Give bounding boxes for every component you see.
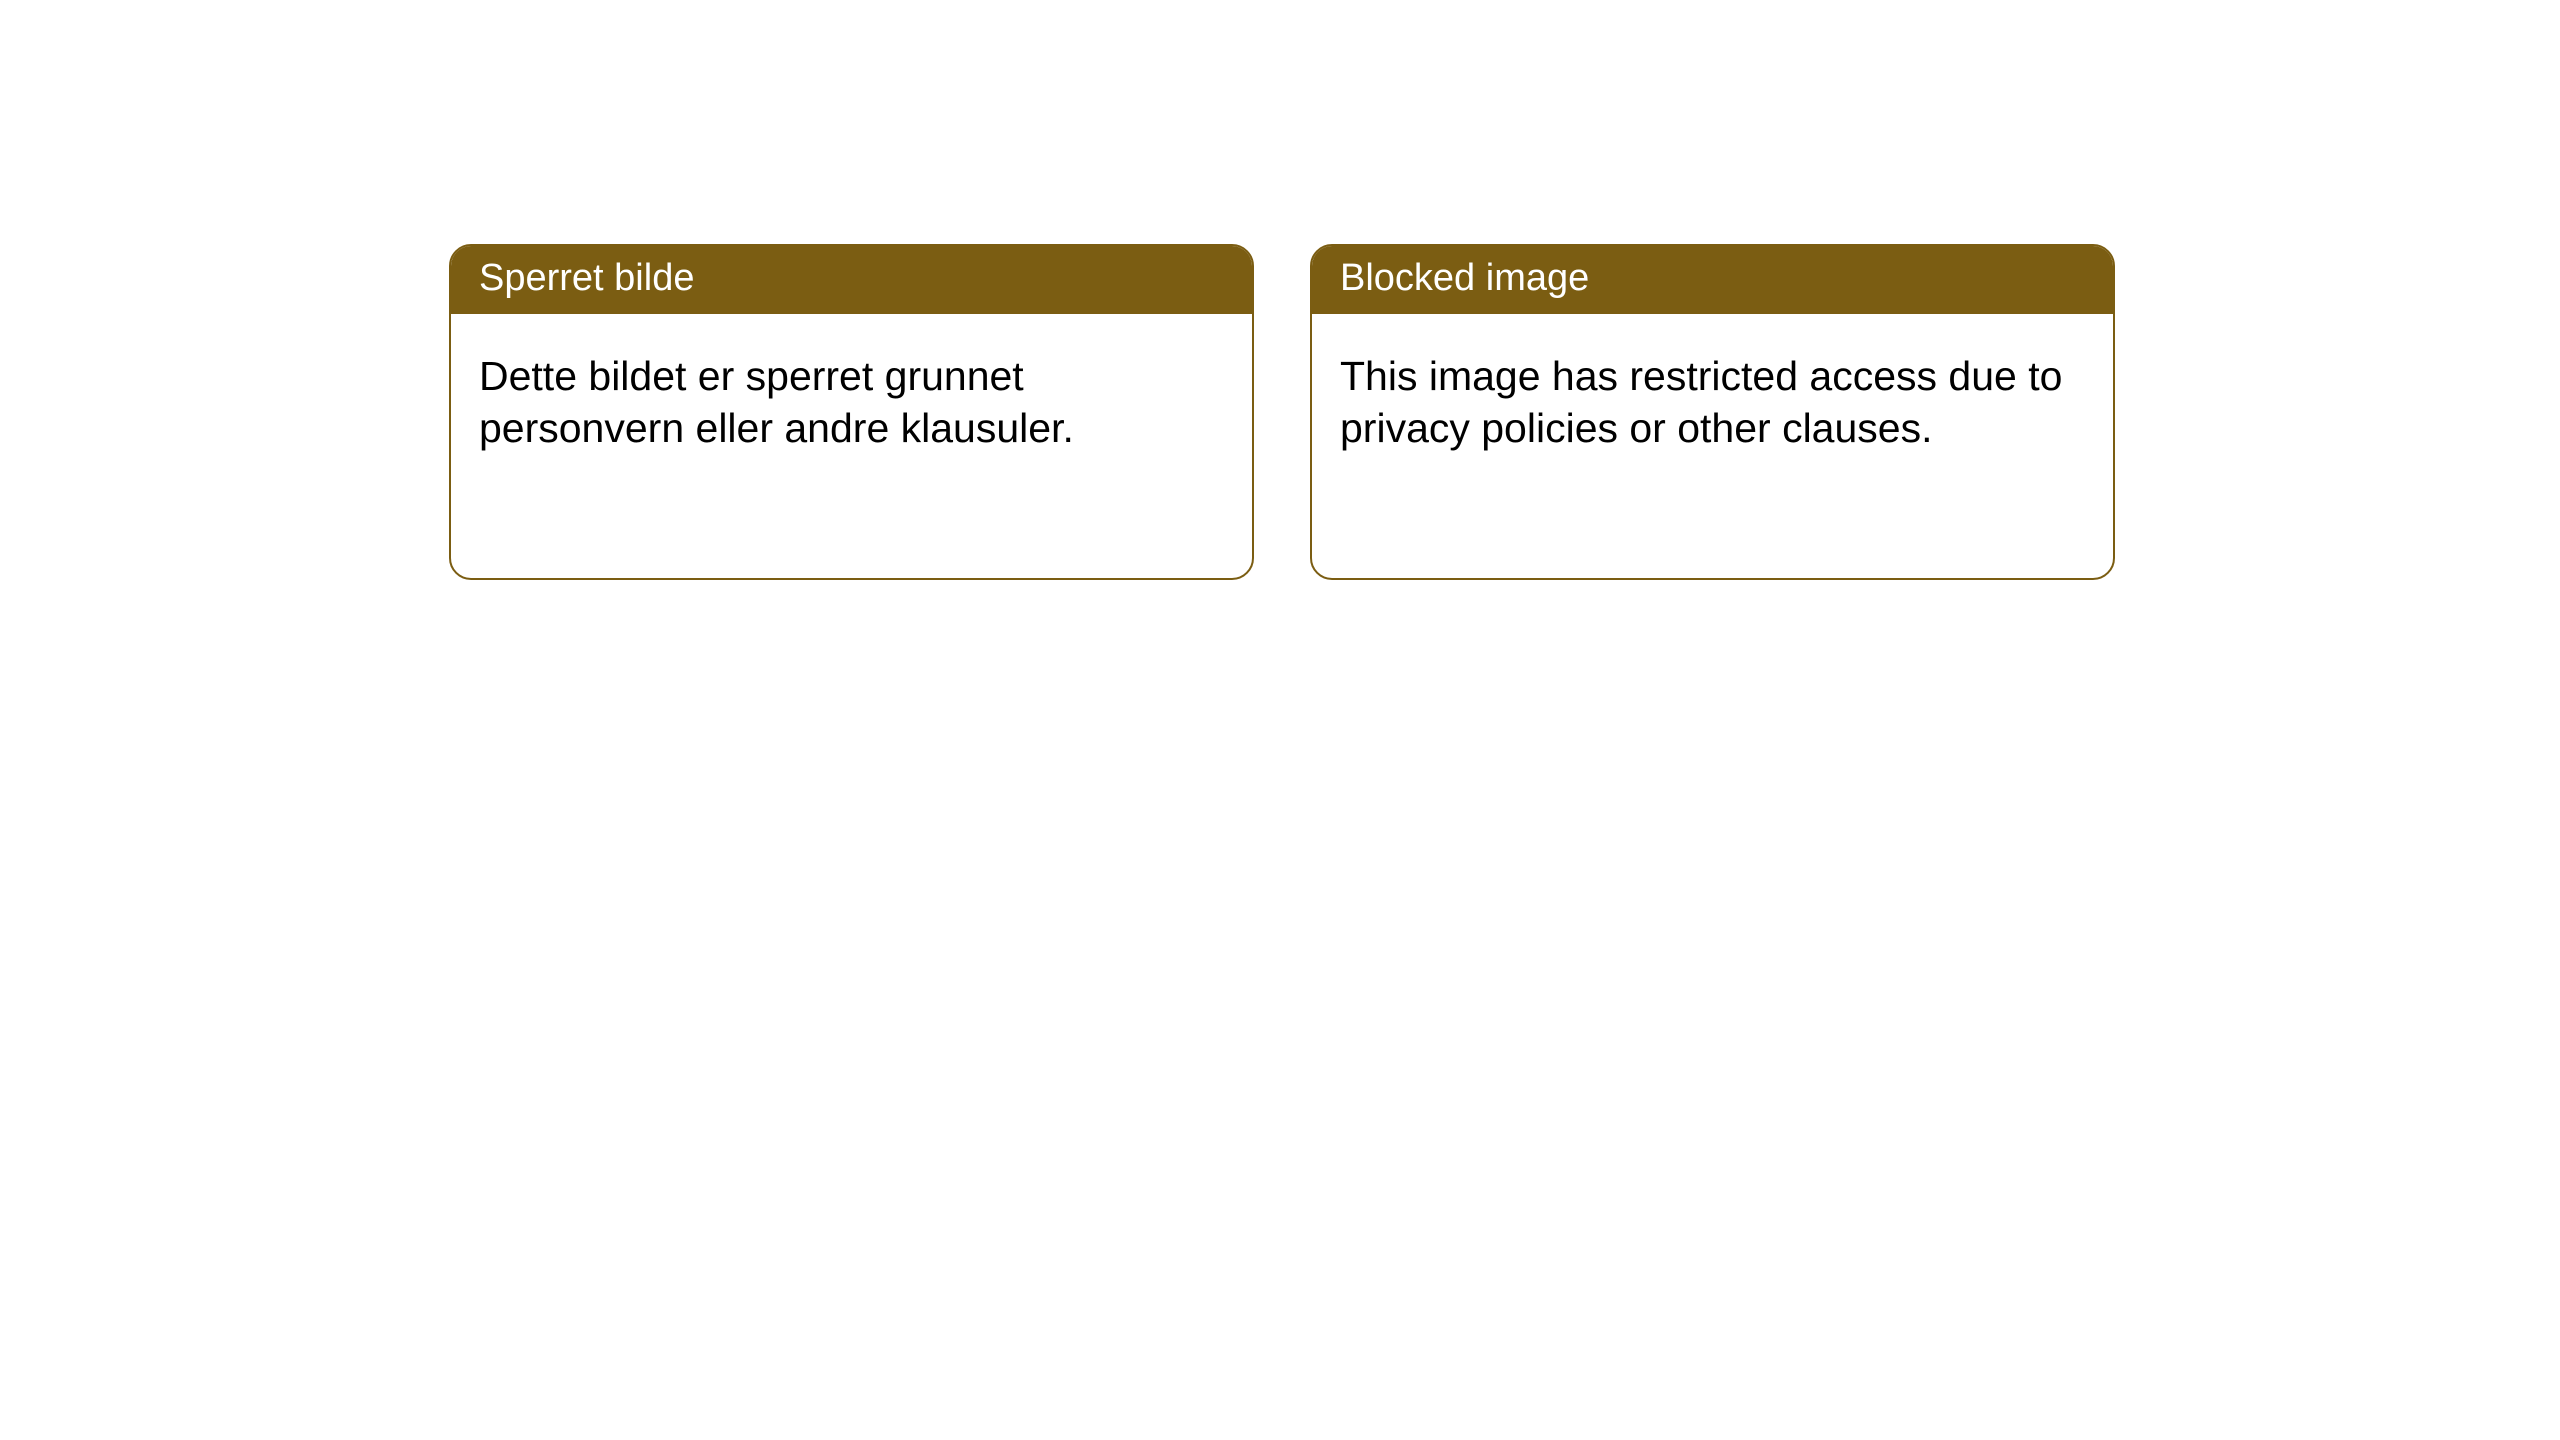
card-title: Sperret bilde <box>479 257 694 299</box>
card-header: Blocked image <box>1312 246 2113 314</box>
card-body: Dette bildet er sperret grunnet personve… <box>451 314 1252 483</box>
notice-container: Sperret bilde Dette bildet er sperret gr… <box>449 244 2115 580</box>
notice-card-norwegian: Sperret bilde Dette bildet er sperret gr… <box>449 244 1254 580</box>
card-header: Sperret bilde <box>451 246 1252 314</box>
card-body-text: This image has restricted access due to … <box>1340 353 2062 451</box>
card-body: This image has restricted access due to … <box>1312 314 2113 483</box>
card-title: Blocked image <box>1340 257 1589 299</box>
notice-card-english: Blocked image This image has restricted … <box>1310 244 2115 580</box>
card-body-text: Dette bildet er sperret grunnet personve… <box>479 353 1074 451</box>
